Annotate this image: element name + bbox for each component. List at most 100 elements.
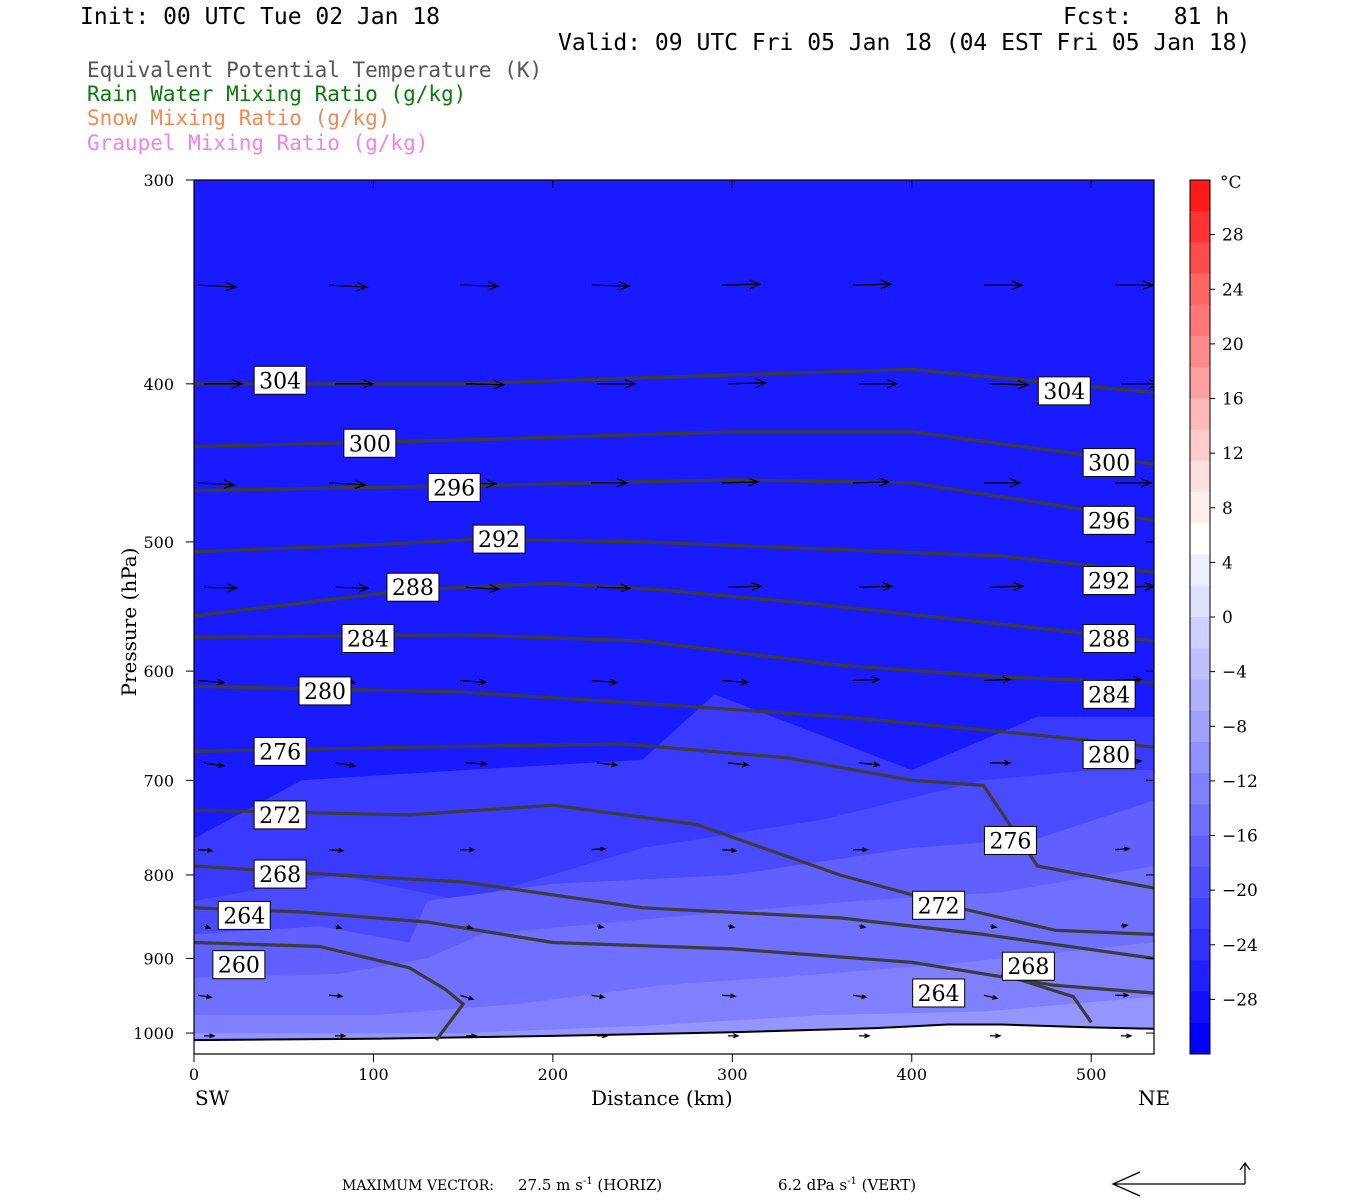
colorbar-swatch-4: [1190, 304, 1210, 337]
init-time: Init: 00 UTC Tue 02 Jan 18: [80, 4, 441, 30]
contour-label-14: 296: [1088, 509, 1130, 534]
wind-vector-7-5: [858, 923, 867, 929]
wind-vector-3-6: [989, 582, 1025, 591]
colorbar-swatch-1: [1190, 211, 1210, 243]
wind-vector-5-5: [858, 761, 881, 768]
contour-label-7: 276: [259, 740, 301, 765]
wind-vector-1-3: [596, 378, 637, 389]
wind-vector-0-2: [459, 281, 500, 291]
contour-label-box-10: [217, 900, 271, 930]
contour-label-box-9: [253, 859, 307, 889]
theta-e-contour-260-11: [194, 940, 465, 1042]
wind-vector-8-1: [328, 993, 344, 999]
theta-e-contour-296-2: [194, 478, 1154, 522]
wind-vector-9-6: [989, 1033, 1002, 1039]
colorbar-swatch-10: [1190, 492, 1210, 524]
colorbar-tick-label-7: 0: [1222, 608, 1233, 628]
wind-vector-3-0: [203, 583, 239, 593]
wind-vector-9-4: [727, 1033, 740, 1039]
colorbar-tick-label-8: −4: [1222, 663, 1247, 683]
contour-label-13: 300: [1088, 452, 1130, 477]
theta-e-contour-288-4: [194, 581, 1154, 643]
colorbar-swatch-24: [1190, 929, 1210, 961]
wind-vector-5-2: [465, 760, 488, 767]
terrain-fill: [194, 1024, 1154, 1054]
colorbar-swatch-27: [1190, 1022, 1210, 1055]
contour-label-box-6: [298, 676, 352, 706]
colorbar-swatch-0: [1190, 180, 1210, 212]
wind-vector-8-2: [459, 994, 475, 1001]
wind-vector-6-0: [197, 847, 214, 853]
y-tick-label-800: 800: [143, 866, 174, 885]
wind-vector-4-6: [983, 676, 1012, 684]
x-tick-label-100: 100: [358, 1065, 389, 1084]
wind-vector-8-3: [590, 994, 606, 1000]
colorbar-tick-label-12: −20: [1222, 881, 1258, 901]
wind-vector-7-3: [596, 923, 605, 929]
colorbar-swatch-11: [1190, 523, 1210, 556]
wind-vector-4-3: [590, 678, 619, 686]
wind-vector-2-3: [590, 478, 629, 488]
contour-label-6: 280: [304, 680, 346, 705]
theta-e-contour-280-6: [194, 684, 1154, 749]
x-tick-label-0: 0: [189, 1065, 199, 1084]
colorbar-swatch-17: [1190, 710, 1210, 743]
wind-vector-8-5: [852, 994, 868, 1000]
wind-vector-6-2: [459, 847, 476, 853]
reference-horizontal-arrow: [1111, 1171, 1245, 1197]
wind-vector-3-1: [334, 583, 370, 593]
wind-vector-3-5: [858, 582, 894, 591]
x-tick-label-200: 200: [538, 1065, 569, 1084]
reference-vertical-arrow: [1239, 1161, 1251, 1184]
contour-label-11: 260: [218, 954, 260, 979]
theta-e-contour-264-10: [194, 906, 1154, 995]
contour-label-box-2: [427, 472, 481, 502]
colorbar-swatch-21: [1190, 835, 1210, 868]
max-vector-vert: 6.2 dPa s-1 (VERT): [778, 1176, 917, 1194]
max-vector-label: MAXIMUM VECTOR:: [342, 1178, 494, 1194]
x-axis-label: Distance (km): [591, 1086, 733, 1110]
colorbar-swatch-2: [1190, 242, 1210, 275]
colorbar-swatch-25: [1190, 960, 1210, 993]
contour-label-18: 280: [1088, 744, 1130, 769]
max-vector-horiz: 27.5 m s-1 (HORIZ): [518, 1176, 663, 1194]
wind-vector-3-3: [596, 583, 632, 593]
colorbar-swatch-3: [1190, 273, 1210, 306]
plot-frame: [193, 179, 1155, 1055]
colorbar-swatch-19: [1190, 773, 1210, 805]
contour-label-box-12: [1037, 376, 1091, 406]
colorbar-tick-label-9: −8: [1222, 717, 1247, 737]
wind-vector-0-3: [590, 281, 631, 291]
colorbar-tick-label-10: −12: [1222, 772, 1258, 792]
wind-vector-1-6: [989, 379, 1030, 390]
contour-label-box-11: [212, 950, 266, 980]
wind-vector-0-5: [852, 279, 893, 290]
wind-vector-0-1: [328, 281, 369, 292]
colorbar-swatch-20: [1190, 804, 1210, 836]
colorbar-swatch-7: [1190, 398, 1210, 431]
contour-label-0: 304: [259, 369, 301, 394]
contour-label-box-16: [1082, 623, 1136, 653]
wind-vector-8-7: [1114, 992, 1130, 998]
valid-time: Valid: 09 UTC Fri 05 Jan 18 (04 EST Fri …: [558, 30, 1251, 56]
wind-vector-9-5: [858, 1033, 871, 1039]
colorbar-tick-label-3: 16: [1222, 390, 1244, 410]
wind-vector-7-6: [989, 923, 998, 929]
theta-e-contour-268-9: [194, 864, 1154, 960]
variable-graupel: Graupel Mixing Ratio (g/kg): [87, 131, 429, 155]
x-axis-left-end: SW: [195, 1086, 230, 1110]
x-tick-label-400: 400: [896, 1065, 927, 1084]
wind-vector-9-1: [334, 1033, 347, 1039]
contour-label-box-19: [983, 825, 1037, 855]
wind-vector-6-5: [852, 847, 869, 853]
wind-vector-5-0: [203, 762, 226, 769]
contour-label-22: 264: [918, 982, 960, 1007]
colorbar-swatch-23: [1190, 897, 1210, 930]
wind-vector-4-2: [459, 678, 488, 686]
contour-label-1: 300: [349, 432, 391, 457]
contour-label-15: 292: [1088, 570, 1130, 595]
x-tick-label-300: 300: [717, 1065, 748, 1084]
wind-vector-2-1: [328, 479, 367, 490]
wind-vector-0-7: [1114, 280, 1154, 291]
colorbar-swatch-14: [1190, 617, 1210, 649]
